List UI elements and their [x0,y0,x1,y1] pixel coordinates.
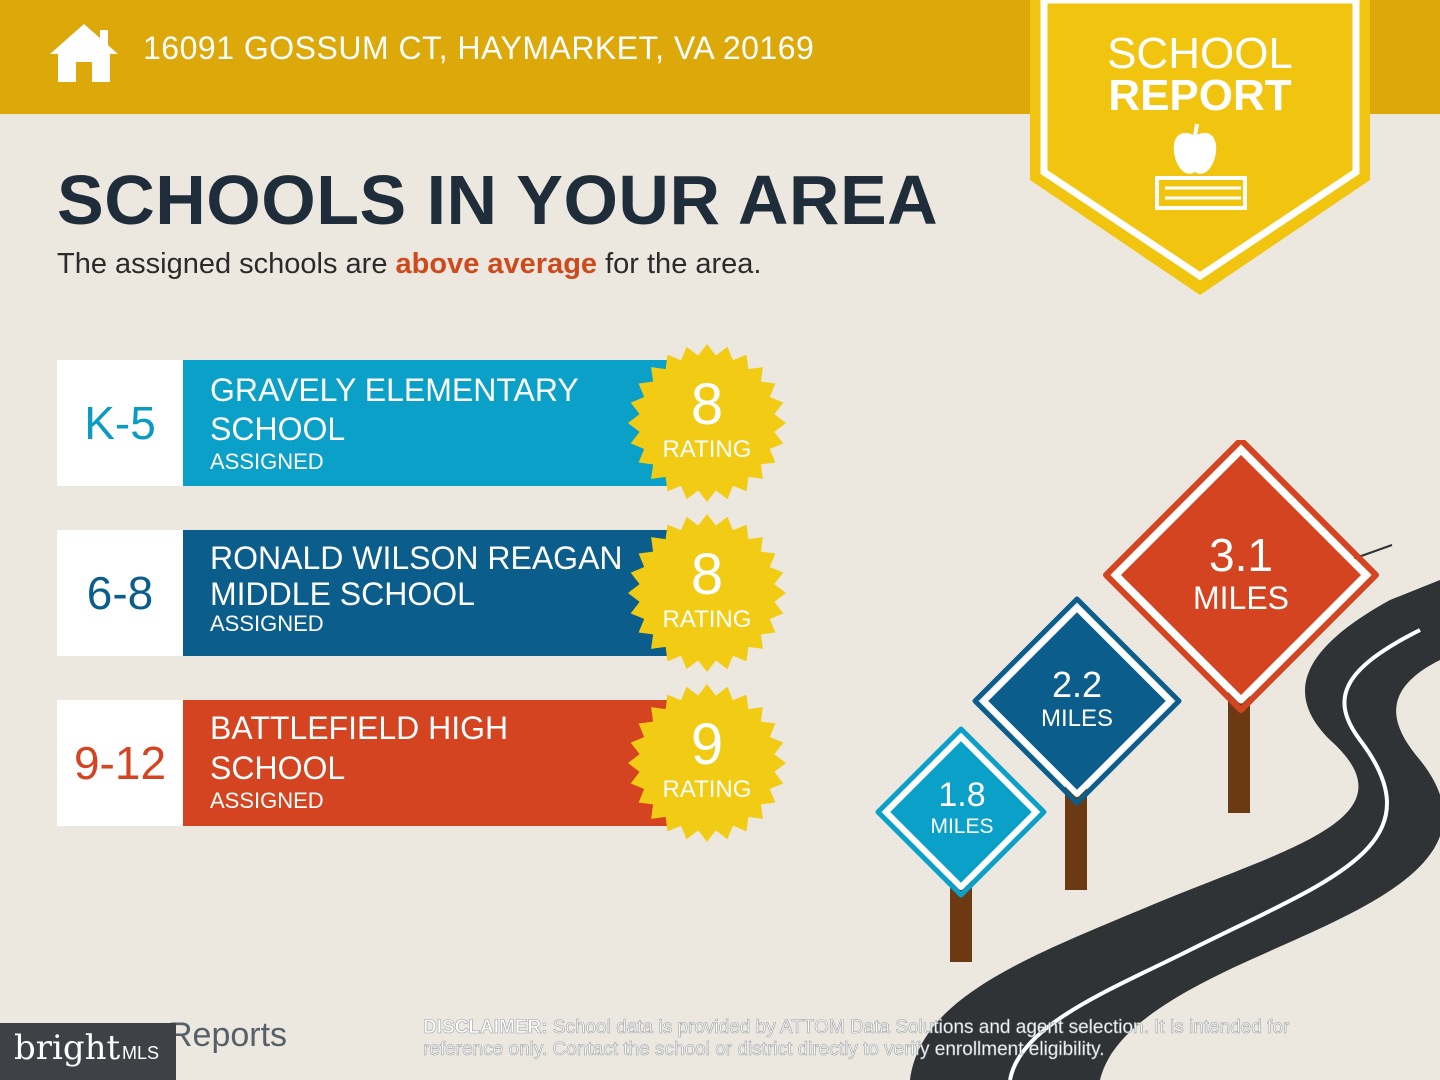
house-icon [50,24,118,82]
subtitle-start: The assigned schools are [57,248,396,280]
rating-label: RATING [662,436,752,463]
sign-distance-unit: MILES [930,815,994,838]
grade-label: K-5 [57,360,183,486]
school-status: ASSIGNED [210,449,324,474]
school-name-line2: MIDDLE SCHOOL [210,576,475,612]
distance-sign-icon [1103,440,1379,713]
reports-logo-text: Reports [168,1016,288,1054]
grade-label: 9-12 [57,700,183,826]
book-icon [1155,176,1247,210]
school-status: ASSIGNED [210,788,324,813]
school-name-line1: RONALD WILSON REAGAN [210,540,623,576]
apple-icon [1173,123,1217,174]
school-bar: RONALD WILSON REAGAN MIDDLE SCHOOL ASSIG… [183,530,697,656]
sign-distance-value: 3.1 [1209,529,1273,581]
rating-seal-icon [628,344,786,502]
disclaimer: DISCLAIMER: School data is provided by A… [423,1017,1368,1061]
rating-value: 8 [690,542,724,607]
rating-seal-icon [628,684,786,842]
disclaimer-text: School data is provided by ATTOM Data So… [423,1017,1290,1061]
school-name-line1: GRAVELY ELEMENTARY [210,372,579,408]
mls-logo-text: MLS [122,1043,160,1063]
sign-distance-unit: MILES [1192,580,1290,616]
school-bar: BATTLEFIELD HIGH SCHOOL ASSIGNED [183,700,697,826]
school-row-high: 9-12 BATTLEFIELD HIGH SCHOOL ASSIGNED [57,700,697,826]
school-name-line2: SCHOOL [210,411,346,447]
subtitle-end: for the area. [597,248,762,280]
subtitle-highlight: above average [395,248,598,280]
badge-title-line1: SCHOOL [1107,29,1293,78]
school-bar: GRAVELY ELEMENTARY SCHOOL ASSIGNED [183,360,697,486]
rating-seal-icon [628,514,786,672]
school-name-line1: BATTLEFIELD HIGH [210,710,509,746]
distance-sign-icon [875,726,1047,898]
sign-distance-unit: MILES [1040,705,1114,732]
school-name-line2: SCHOOL [210,750,346,786]
rating-value: 9 [690,712,724,777]
rating-value: 8 [690,372,724,437]
badge-title-line2: REPORT [1108,71,1292,120]
school-row-middle: 6-8 RONALD WILSON REAGAN MIDDLE SCHOOL A… [57,530,697,656]
sign-distance-value: 1.8 [938,776,986,814]
page-title: SCHOOLS IN YOUR AREA [57,161,939,239]
disclaimer-label: DISCLAIMER: [423,1017,548,1039]
road-illustration [875,440,1440,1080]
subtitle: The assigned schools are above average f… [57,248,761,281]
rating-label: RATING [662,776,752,803]
bright-logo-text: bright [14,1028,121,1068]
property-address: 16091 GOSSUM CT, HAYMARKET, VA 20169 [143,30,815,66]
sign-distance-value: 2.2 [1051,664,1103,705]
school-row-elementary: K-5 GRAVELY ELEMENTARY SCHOOL ASSIGNED [57,360,697,486]
rating-label: RATING [662,606,752,633]
school-status: ASSIGNED [210,611,324,636]
distance-sign-icon [972,596,1182,806]
bright-mls-logo [0,1023,176,1080]
grade-label: 6-8 [57,530,183,656]
